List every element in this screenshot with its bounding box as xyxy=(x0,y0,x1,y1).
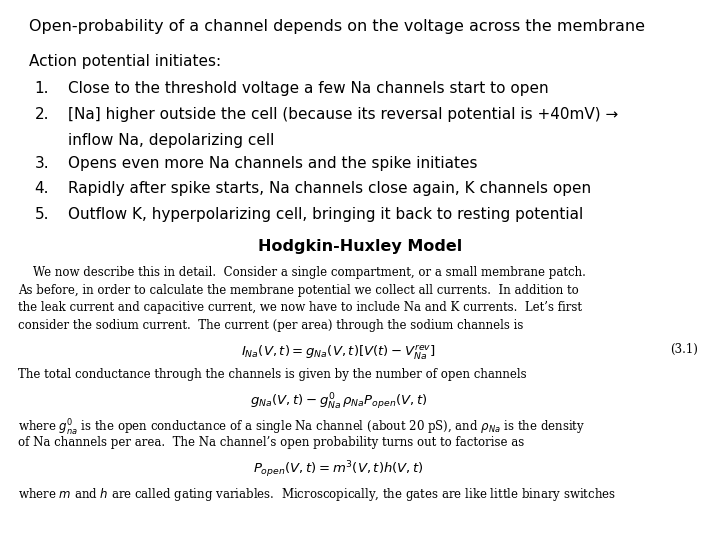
Text: Close to the threshold voltage a few Na channels start to open: Close to the threshold voltage a few Na … xyxy=(68,81,549,96)
Text: $P_{open}(V,t) = m^{3}(V,t)h(V,t)$: $P_{open}(V,t) = m^{3}(V,t)h(V,t)$ xyxy=(253,459,424,480)
Text: $g_{Na}(V,t) - g_{Na}^{0}\, \rho_{Na} P_{open}(V,t)$: $g_{Na}(V,t) - g_{Na}^{0}\, \rho_{Na} P_… xyxy=(250,391,427,411)
Text: [Na] higher outside the cell (because its reversal potential is +40mV) →: [Na] higher outside the cell (because it… xyxy=(68,107,618,122)
Text: Open-probability of a channel depends on the voltage across the membrane: Open-probability of a channel depends on… xyxy=(29,19,645,34)
Text: where $m$ and $h$ are called gating variables.  Microscopically, the gates are l: where $m$ and $h$ are called gating vari… xyxy=(18,486,616,503)
Text: of Na channels per area.  The Na channel’s open probability turns out to factori: of Na channels per area. The Na channel’… xyxy=(18,436,524,449)
Text: Opens even more Na channels and the spike initiates: Opens even more Na channels and the spik… xyxy=(68,156,478,171)
Text: Outflow K, hyperpolarizing cell, bringing it back to resting potential: Outflow K, hyperpolarizing cell, bringin… xyxy=(68,207,584,222)
Text: consider the sodium current.  The current (per area) through the sodium channels: consider the sodium current. The current… xyxy=(18,319,523,332)
Text: The total conductance through the channels is given by the number of open channe: The total conductance through the channe… xyxy=(18,368,526,381)
Text: Action potential initiates:: Action potential initiates: xyxy=(29,54,221,69)
Text: 2.: 2. xyxy=(35,107,49,122)
Text: As before, in order to calculate the membrane potential we collect all currents.: As before, in order to calculate the mem… xyxy=(18,284,579,296)
Text: (3.1): (3.1) xyxy=(670,343,698,356)
Text: Hodgkin-Huxley Model: Hodgkin-Huxley Model xyxy=(258,239,462,254)
Text: the leak current and capacitive current, we now have to include Na and K current: the leak current and capacitive current,… xyxy=(18,301,582,314)
Text: 3.: 3. xyxy=(35,156,49,171)
Text: Rapidly after spike starts, Na channels close again, K channels open: Rapidly after spike starts, Na channels … xyxy=(68,181,592,197)
Text: 4.: 4. xyxy=(35,181,49,197)
Text: 5.: 5. xyxy=(35,207,49,222)
Text: $I_{Na}(V,t) = g_{Na}(V,t)[V(t) - V_{Na}^{rev}]$: $I_{Na}(V,t) = g_{Na}(V,t)[V(t) - V_{Na}… xyxy=(241,343,436,361)
Text: where $g^{0}_{na}$ is the open conductance of a single Na channel (about 20 pS),: where $g^{0}_{na}$ is the open conductan… xyxy=(18,418,585,438)
Text: 1.: 1. xyxy=(35,81,49,96)
Text: We now describe this in detail.  Consider a single compartment, or a small membr: We now describe this in detail. Consider… xyxy=(18,266,586,279)
Text: inflow Na, depolarizing cell: inflow Na, depolarizing cell xyxy=(68,133,275,148)
